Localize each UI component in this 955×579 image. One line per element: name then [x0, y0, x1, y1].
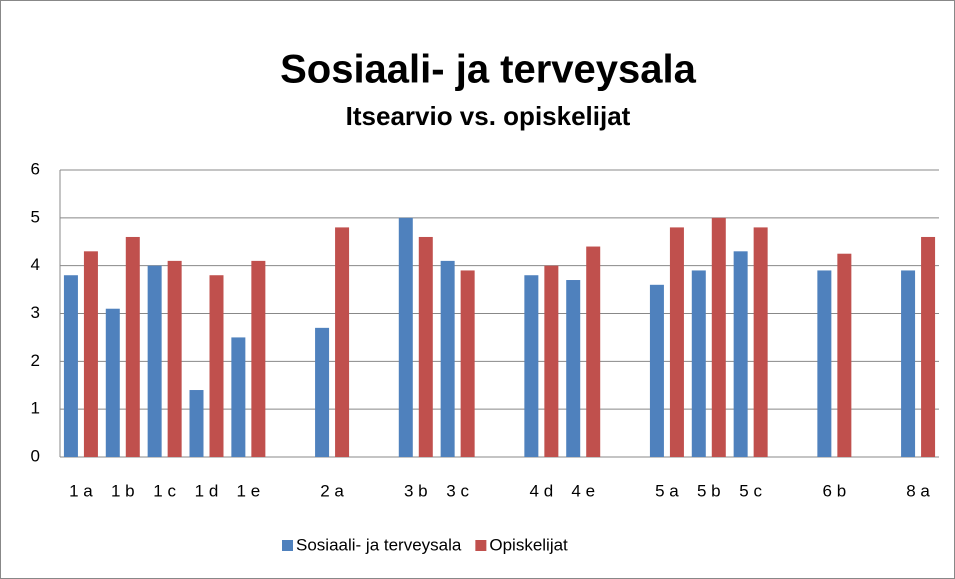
x-tick-label: 2 a	[320, 481, 344, 500]
bar	[586, 246, 601, 457]
legend-swatch	[282, 540, 293, 551]
x-tick-label: 1 d	[195, 481, 219, 500]
x-tick-label: 5 c	[739, 481, 762, 500]
y-tick-label: 3	[31, 303, 40, 322]
bar	[711, 217, 726, 457]
x-tick-label: 4 d	[530, 481, 554, 500]
x-tick-label: 1 b	[111, 481, 135, 500]
bar	[544, 265, 559, 457]
bar	[398, 217, 413, 457]
bar	[524, 275, 539, 457]
chart-title: Sosiaali- ja terveysala	[280, 48, 697, 92]
bar	[209, 275, 224, 457]
x-tick-label: 8 a	[906, 481, 930, 500]
bar	[733, 251, 748, 457]
bar	[566, 280, 581, 457]
bar	[63, 275, 78, 457]
y-tick-label: 6	[31, 159, 40, 178]
x-tick-label: 1 c	[153, 481, 176, 500]
x-tick-label: 3 b	[404, 481, 428, 500]
x-tick-label: 6 b	[823, 481, 847, 500]
bar	[418, 236, 433, 457]
bar	[83, 251, 98, 457]
bar	[649, 284, 664, 457]
x-tick-label: 1 a	[69, 481, 93, 500]
bar	[335, 227, 350, 457]
x-tick-label: 5 a	[655, 481, 679, 500]
bar	[921, 236, 936, 457]
bar	[901, 270, 916, 457]
bar	[460, 270, 475, 457]
bar	[691, 270, 706, 457]
bar	[231, 337, 246, 457]
bar	[837, 253, 852, 457]
bar	[669, 227, 684, 457]
legend-swatch	[475, 540, 487, 551]
y-tick-label: 0	[31, 446, 40, 465]
bar	[167, 260, 182, 457]
chart-subtitle: Itsearvio vs. opiskelijat	[346, 101, 631, 131]
bar	[125, 236, 140, 457]
bar	[251, 260, 266, 457]
legend-label: Opiskelijat	[489, 535, 568, 554]
x-tick-label: 3 c	[446, 481, 469, 500]
x-tick-label: 5 b	[697, 481, 721, 500]
bar	[147, 265, 162, 457]
y-tick-label: 2	[31, 351, 40, 370]
y-tick-label: 1	[31, 399, 40, 418]
bar	[440, 260, 455, 457]
bar	[189, 390, 204, 457]
x-tick-label: 1 e	[237, 481, 261, 500]
bar	[817, 270, 832, 457]
x-tick-label: 4 e	[571, 481, 595, 500]
bar	[315, 327, 330, 457]
legend-label: Sosiaali- ja terveysala	[296, 535, 462, 554]
y-tick-label: 5	[31, 207, 40, 226]
y-tick-label: 4	[31, 255, 40, 274]
bar	[753, 227, 768, 457]
bar	[105, 308, 120, 457]
